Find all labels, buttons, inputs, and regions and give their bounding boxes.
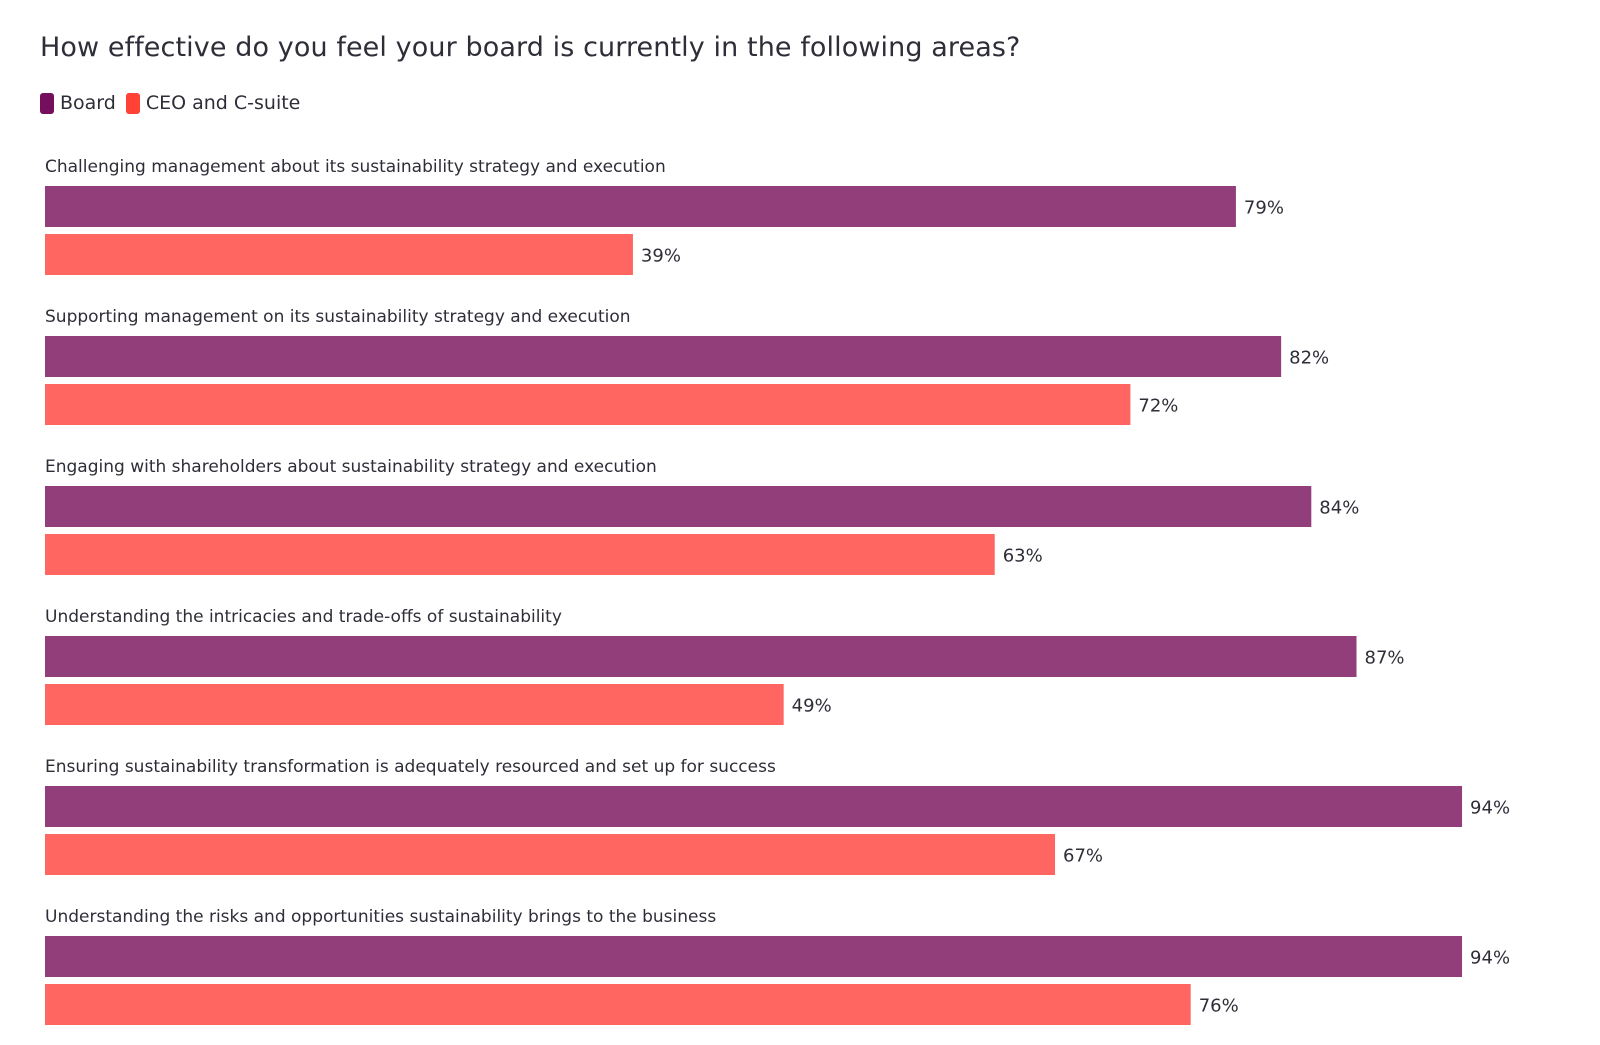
legend-label-ceo: CEO and C-suite	[145, 92, 301, 114]
bar-board	[45, 786, 1463, 827]
chart-title: How effective do you feel your board is …	[40, 32, 1021, 63]
value-label-board: 87%	[1365, 648, 1405, 669]
bar-ceo	[45, 684, 784, 725]
bar-board	[45, 636, 1357, 677]
value-label-board: 84%	[1319, 498, 1359, 519]
bar-ceo	[45, 834, 1056, 875]
legend: Board CEO and C-suite	[40, 92, 310, 114]
value-label-ceo: 67%	[1063, 846, 1103, 867]
legend-label-board: Board	[60, 92, 116, 114]
bar-ceo	[45, 234, 633, 275]
legend-swatch-ceo	[125, 92, 140, 114]
value-label-ceo: 49%	[792, 696, 832, 717]
legend-swatch-board	[40, 92, 54, 114]
category-label: Understanding the risks and opportunitie…	[45, 907, 716, 927]
bar-ceo	[45, 534, 995, 575]
bar-board	[45, 186, 1236, 227]
value-label-board: 94%	[1470, 798, 1510, 819]
bar-ceo	[45, 984, 1191, 1025]
legend-item-board: Board	[40, 92, 116, 114]
bar-board	[45, 486, 1312, 527]
value-label-ceo: 39%	[641, 246, 681, 267]
value-label-board: 82%	[1289, 348, 1329, 369]
value-label-board: 79%	[1244, 198, 1284, 219]
category-label: Supporting management on its sustainabil…	[45, 307, 631, 327]
category-label: Engaging with shareholders about sustain…	[45, 457, 657, 477]
value-label-ceo: 63%	[1003, 546, 1043, 567]
category-label: Understanding the intricacies and trade-…	[45, 607, 562, 627]
bar-board	[45, 936, 1463, 977]
legend-item-ceo: CEO and C-suite	[125, 92, 301, 114]
value-label-board: 94%	[1470, 948, 1510, 969]
bar-board	[45, 336, 1282, 377]
category-label: Challenging management about its sustain…	[45, 157, 666, 177]
value-label-ceo: 76%	[1199, 996, 1239, 1017]
value-label-ceo: 72%	[1138, 396, 1178, 417]
bar-ceo	[45, 384, 1131, 425]
category-label: Ensuring sustainability transformation i…	[45, 757, 776, 777]
